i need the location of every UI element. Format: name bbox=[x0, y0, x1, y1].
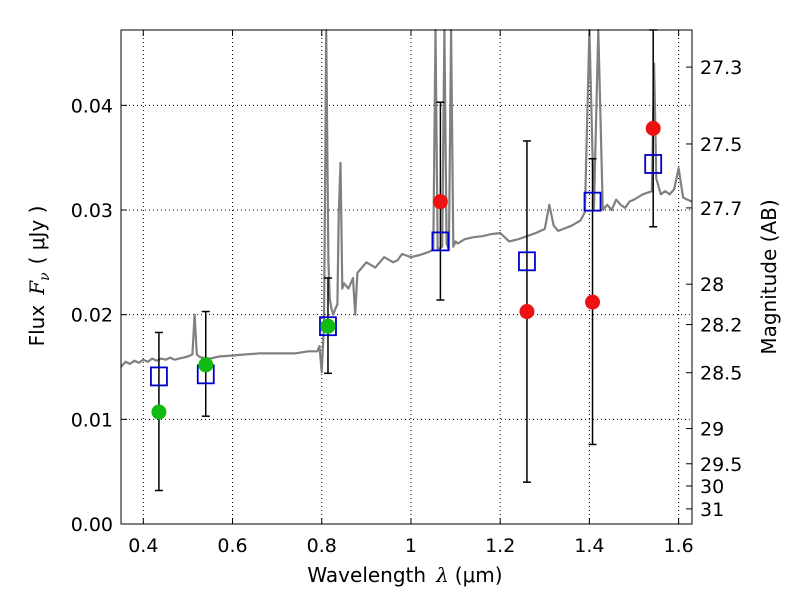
magnitude-tick-label: 27.7 bbox=[700, 198, 742, 220]
y-tick-label: 0.03 bbox=[71, 200, 113, 222]
model-point bbox=[583, 191, 602, 212]
model-point bbox=[150, 366, 168, 387]
model-point bbox=[644, 154, 663, 174]
magnitude-tick-label: 28.2 bbox=[700, 315, 742, 337]
observed-point-green bbox=[198, 357, 214, 373]
magnitude-tick-label: 29 bbox=[700, 419, 724, 441]
y-axis-label: FluxFν( μJy ) bbox=[25, 206, 53, 347]
spectrum-line bbox=[120, 28, 693, 374]
observed-point-red bbox=[519, 304, 535, 320]
model-point bbox=[518, 251, 536, 272]
observed-points bbox=[151, 120, 661, 420]
y-tick-label: 0.00 bbox=[71, 514, 113, 536]
magnitude-tick-label: 30 bbox=[700, 476, 724, 498]
x-tick-label: 1.2 bbox=[485, 535, 515, 557]
plot-frame bbox=[120, 29, 693, 525]
x-axis-label: Wavelength λ (μm) bbox=[307, 563, 502, 587]
magnitude-tick-label: 31 bbox=[700, 499, 724, 521]
y-tick-label: 0.01 bbox=[71, 409, 113, 431]
magnitude-tick-label: 27.3 bbox=[700, 57, 742, 79]
y-axis-ticks: 0.00 0.01 0.02 0.03 0.04 bbox=[71, 95, 127, 536]
grid bbox=[121, 30, 692, 525]
model-point bbox=[431, 231, 450, 252]
x-tick-label: 1 bbox=[405, 535, 417, 557]
observed-point-red bbox=[645, 120, 661, 136]
observed-point-green bbox=[151, 404, 167, 420]
observed-point-green bbox=[320, 318, 336, 334]
observed-point-red bbox=[432, 194, 448, 210]
model-point bbox=[319, 316, 337, 337]
magnitude-tick-label: 28.5 bbox=[700, 363, 742, 385]
error-bars bbox=[154, 29, 658, 492]
magnitude-tick-label: 28 bbox=[700, 274, 724, 296]
x-tick-label: 1.6 bbox=[664, 535, 694, 557]
spectrum bbox=[120, 28, 693, 374]
x-tick-label: 0.8 bbox=[307, 535, 337, 557]
x-tick-label: 1.4 bbox=[574, 535, 604, 557]
magnitude-tick-label: 27.5 bbox=[700, 134, 742, 156]
x-axis-ticks: 0.4 0.6 0.8 1 1.2 1.4 1.6 bbox=[128, 30, 694, 557]
observed-point-red bbox=[585, 294, 601, 310]
y-tick-label: 0.04 bbox=[71, 95, 113, 117]
magnitude-tick-label: 29.5 bbox=[700, 454, 742, 476]
x-tick-label: 0.6 bbox=[217, 535, 247, 557]
y-tick-label: 0.02 bbox=[71, 305, 113, 327]
x-tick-label: 0.4 bbox=[128, 535, 158, 557]
magnitude-axis-label: Magnitude (AB) bbox=[757, 199, 781, 354]
